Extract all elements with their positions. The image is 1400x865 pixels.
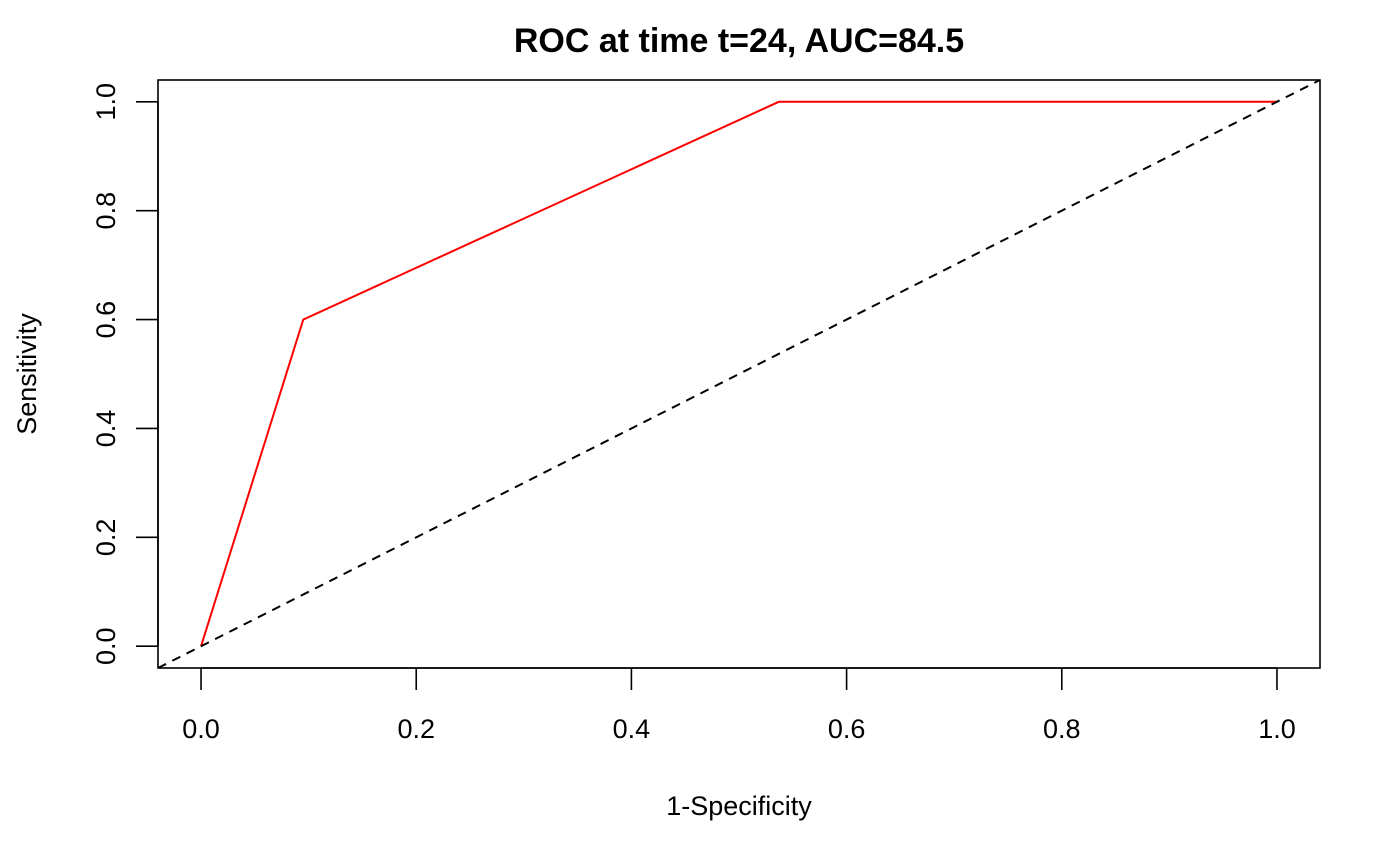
x-tick-label: 0.6 [828,714,866,744]
reference-diagonal-line [158,80,1320,668]
x-tick-label: 0.2 [397,714,435,744]
y-tick-label: 0.8 [91,192,121,230]
x-axis-title: 1-Specificity [666,791,812,821]
x-tick-label: 1.0 [1258,714,1296,744]
y-tick-label: 0.0 [91,627,121,665]
x-tick-label: 0.4 [613,714,651,744]
chart-title: ROC at time t=24, AUC=84.5 [514,22,964,60]
y-tick-label: 0.2 [91,519,121,557]
plot-region [157,79,1321,669]
x-tick-label: 0.8 [1043,714,1081,744]
x-axis: 0.0 0.2 0.4 0.6 0.8 1.0 [182,667,1296,744]
roc-curve-line [200,100,1277,647]
y-tick-label: 1.0 [91,83,121,121]
series-layer [158,80,1320,668]
y-axis-title: Sensitivity [12,313,42,435]
y-tick-label: 0.6 [91,301,121,339]
y-axis: 0.0 0.2 0.4 0.6 0.8 1.0 [91,83,159,665]
x-tick-label: 0.0 [182,714,220,744]
y-tick-label: 0.4 [91,410,121,448]
